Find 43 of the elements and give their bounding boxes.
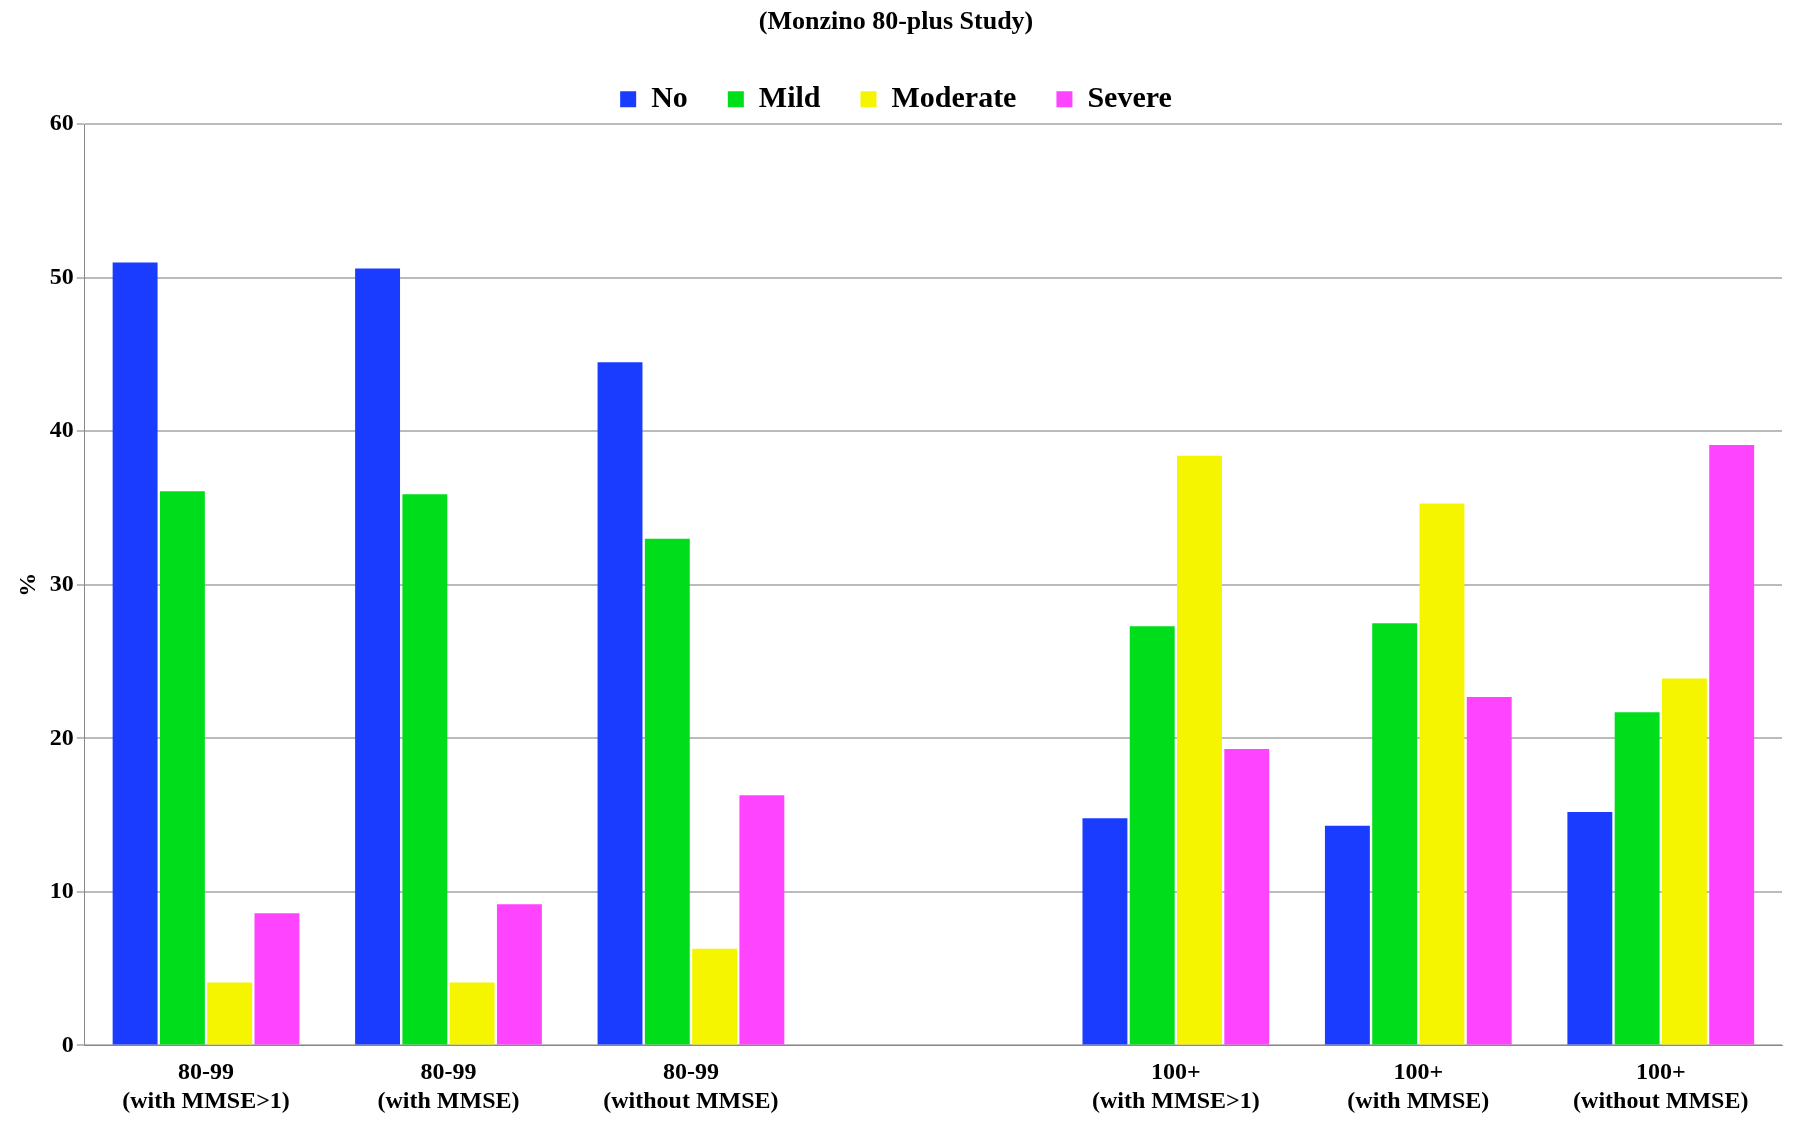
bar xyxy=(1372,623,1418,1045)
bar xyxy=(1614,712,1660,1045)
bar xyxy=(207,982,253,1045)
x-tick-label: 80-99 (with MMSE>1) xyxy=(122,1058,290,1113)
bar xyxy=(597,362,643,1045)
bar xyxy=(402,494,448,1045)
bar xyxy=(496,904,542,1045)
x-tick-label: 100+ (without MMSE) xyxy=(1573,1058,1749,1113)
bar xyxy=(1419,503,1465,1045)
y-tick-label: 0 xyxy=(61,1030,74,1057)
y-tick-label: 40 xyxy=(49,416,74,443)
bar xyxy=(1129,626,1175,1045)
legend-label: No xyxy=(651,79,688,113)
bar xyxy=(355,268,401,1045)
bar xyxy=(1709,445,1755,1045)
y-tick-label: 10 xyxy=(49,877,74,904)
legend-label: Severe xyxy=(1087,79,1172,113)
bar xyxy=(112,262,158,1045)
bar xyxy=(1466,696,1512,1045)
y-tick-label: 60 xyxy=(49,109,74,136)
bar xyxy=(1224,749,1270,1045)
bar xyxy=(692,948,738,1045)
x-tick-label: 100+ (with MMSE>1) xyxy=(1092,1058,1260,1113)
legend-label: Mild xyxy=(758,79,821,113)
y-tick-label: 30 xyxy=(49,570,74,596)
y-axis-title: % xyxy=(13,572,40,597)
bar xyxy=(254,913,300,1045)
bar xyxy=(1661,678,1707,1045)
x-tick-label: 80-99 (with MMSE) xyxy=(377,1058,520,1113)
x-tick-label: 100+ (with MMSE) xyxy=(1347,1058,1490,1113)
bar xyxy=(1177,455,1222,1045)
legend-label: Moderate xyxy=(891,79,1017,113)
x-tick-label: 80-99 (without MMSE) xyxy=(603,1058,779,1113)
bar xyxy=(1324,825,1370,1045)
bar xyxy=(159,491,205,1045)
y-tick-label: 50 xyxy=(49,262,74,289)
bar xyxy=(644,538,690,1045)
bar xyxy=(1082,818,1128,1045)
chart-title: (Monzino 80-plus Study) xyxy=(758,6,1034,36)
bar xyxy=(449,982,495,1045)
bar xyxy=(1567,812,1613,1045)
bar xyxy=(739,795,785,1045)
y-tick-label: 20 xyxy=(49,723,74,750)
